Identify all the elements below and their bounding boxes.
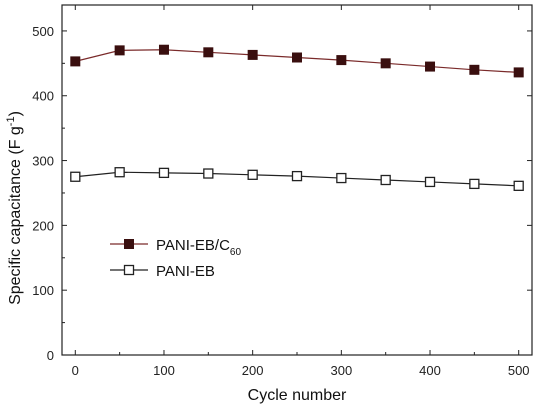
data-point xyxy=(469,178,480,190)
series-2 xyxy=(70,167,524,191)
data-point xyxy=(380,58,391,69)
x-axis-ticks: 0 100 200 300 400 500 xyxy=(72,5,530,378)
x-tick-label: 400 xyxy=(419,363,441,378)
legend-item-pani-eb: PANI-EB xyxy=(110,263,215,280)
legend-item-pani-eb-c60: PANI-EB/C60 xyxy=(110,237,241,258)
series-1 xyxy=(70,44,524,78)
data-point xyxy=(158,44,169,55)
x-tick-label: 500 xyxy=(508,363,530,378)
data-point xyxy=(70,56,81,67)
data-point xyxy=(469,64,480,75)
y-tick-label: 100 xyxy=(32,283,54,298)
y-axis-title: Specific capacitance (F g-1) xyxy=(5,111,24,305)
data-point xyxy=(513,180,524,191)
data-point xyxy=(247,49,258,60)
data-point xyxy=(424,176,436,188)
data-point xyxy=(158,167,170,179)
x-tick-label: 300 xyxy=(330,363,352,378)
data-point xyxy=(247,169,258,180)
legend-marker-1 xyxy=(124,239,134,249)
x-tick-label: 200 xyxy=(242,363,264,378)
x-tick-label: 100 xyxy=(153,363,175,378)
data-point xyxy=(203,47,214,58)
data-point xyxy=(114,45,125,56)
y-axis-ticks: 0 100 200 300 400 500 xyxy=(32,24,532,363)
data-point xyxy=(380,174,391,186)
x-tick-label: 0 xyxy=(72,363,79,378)
data-point xyxy=(336,55,347,66)
data-point xyxy=(292,52,302,63)
data-point xyxy=(114,167,125,178)
data-point xyxy=(425,61,436,72)
data-point xyxy=(70,171,81,182)
data-point xyxy=(513,67,524,78)
legend: PANI-EB/C60 PANI-EB xyxy=(110,237,241,280)
legend-marker-2 xyxy=(123,264,135,276)
legend-label-2: PANI-EB xyxy=(156,263,215,280)
y-tick-label: 500 xyxy=(32,24,54,39)
y-tick-label: 300 xyxy=(32,154,54,169)
data-point xyxy=(336,172,347,184)
data-point xyxy=(291,170,303,182)
y-tick-label: 200 xyxy=(32,218,54,233)
legend-label-1: PANI-EB/C60 xyxy=(156,237,241,258)
y-tick-label: 0 xyxy=(47,348,54,363)
y-tick-label: 400 xyxy=(32,89,54,104)
series-layer xyxy=(70,44,524,191)
x-axis-title: Cycle number xyxy=(248,387,347,404)
data-point xyxy=(203,168,214,179)
